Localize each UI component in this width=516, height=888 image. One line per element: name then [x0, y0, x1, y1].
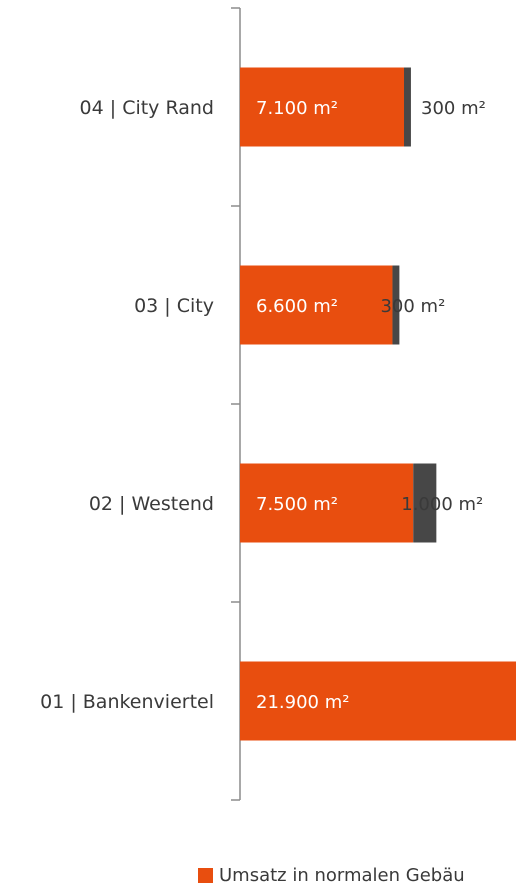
value-label-main: 7.500 m²	[256, 494, 338, 515]
bar-segment-secondary	[392, 265, 400, 345]
bar-segment-main	[240, 463, 414, 543]
value-label-main: 7.100 m²	[256, 98, 338, 119]
value-label-main: 21.900 m²	[256, 692, 349, 713]
value-label-secondary: 300 m²	[421, 98, 486, 119]
bar-segment-secondary	[404, 67, 411, 147]
bar-segment-secondary	[413, 463, 437, 543]
bar-segment-main	[240, 265, 393, 345]
category-label: 01 | Bankenviertel	[40, 691, 214, 713]
category-axis	[231, 7, 241, 801]
legend-swatch	[198, 867, 213, 883]
category-label: 02 | Westend	[89, 493, 214, 515]
category-label: 04 | City Rand	[80, 97, 214, 119]
value-label-secondary: 1.000 m²	[401, 494, 483, 515]
bar-group	[240, 67, 516, 741]
label-group: 04 | City Rand 7.100 m² 300 m² 03 | City 6.6…	[40, 97, 486, 713]
bar-segment-main	[240, 661, 516, 741]
value-label-main: 6.600 m²	[256, 296, 338, 317]
category-label: 03 | City	[134, 295, 214, 317]
value-label-secondary: 300 m²	[380, 296, 445, 317]
legend-label: Umsatz in normalen Gebäu	[219, 864, 465, 886]
bar-segment-main	[240, 67, 405, 147]
legend: Umsatz in normalen Gebäu	[198, 864, 516, 886]
